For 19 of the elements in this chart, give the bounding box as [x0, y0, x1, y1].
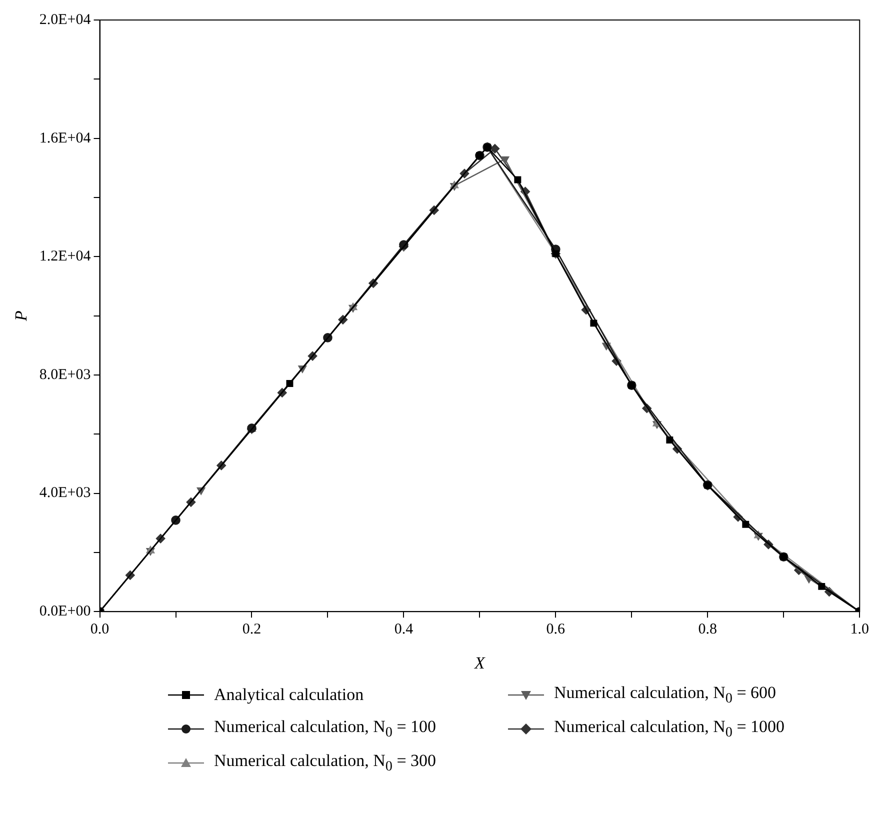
legend-label: Analytical calculation [214, 685, 364, 705]
y-tick-label: 8.0E+03 [39, 366, 91, 383]
x-tick-label: 0.6 [546, 622, 566, 638]
y-tick-label: 1.6E+04 [39, 130, 92, 146]
y-tick-label: 4.0E+03 [39, 485, 91, 502]
x-tick-label: 0.8 [698, 622, 718, 638]
y-tick-label: 1.2E+04 [39, 248, 92, 265]
x-tick-label: 0.0 [90, 622, 110, 638]
y-axis-title: P [12, 310, 31, 322]
x-tick-label: 1.0 [850, 622, 869, 638]
legend-label: Numerical calculation, N$_{0}$ = 300 [214, 750, 436, 776]
x-axis-title: X [474, 653, 486, 672]
x-tick-label: 0.4 [394, 622, 414, 638]
legend-label: Numerical calculation, N$_{0}$ = 1000 [554, 716, 785, 742]
y-tick-label: 0.0E+00 [39, 604, 91, 620]
legend-label: Numerical calculation, N$_{0}$ = 100 [214, 716, 436, 742]
y-tick-label: 2.0E+04 [39, 12, 92, 28]
legend-label: Numerical calculation, N$_{0}$ = 600 [554, 682, 776, 708]
x-tick-label: 0.2 [242, 622, 262, 638]
